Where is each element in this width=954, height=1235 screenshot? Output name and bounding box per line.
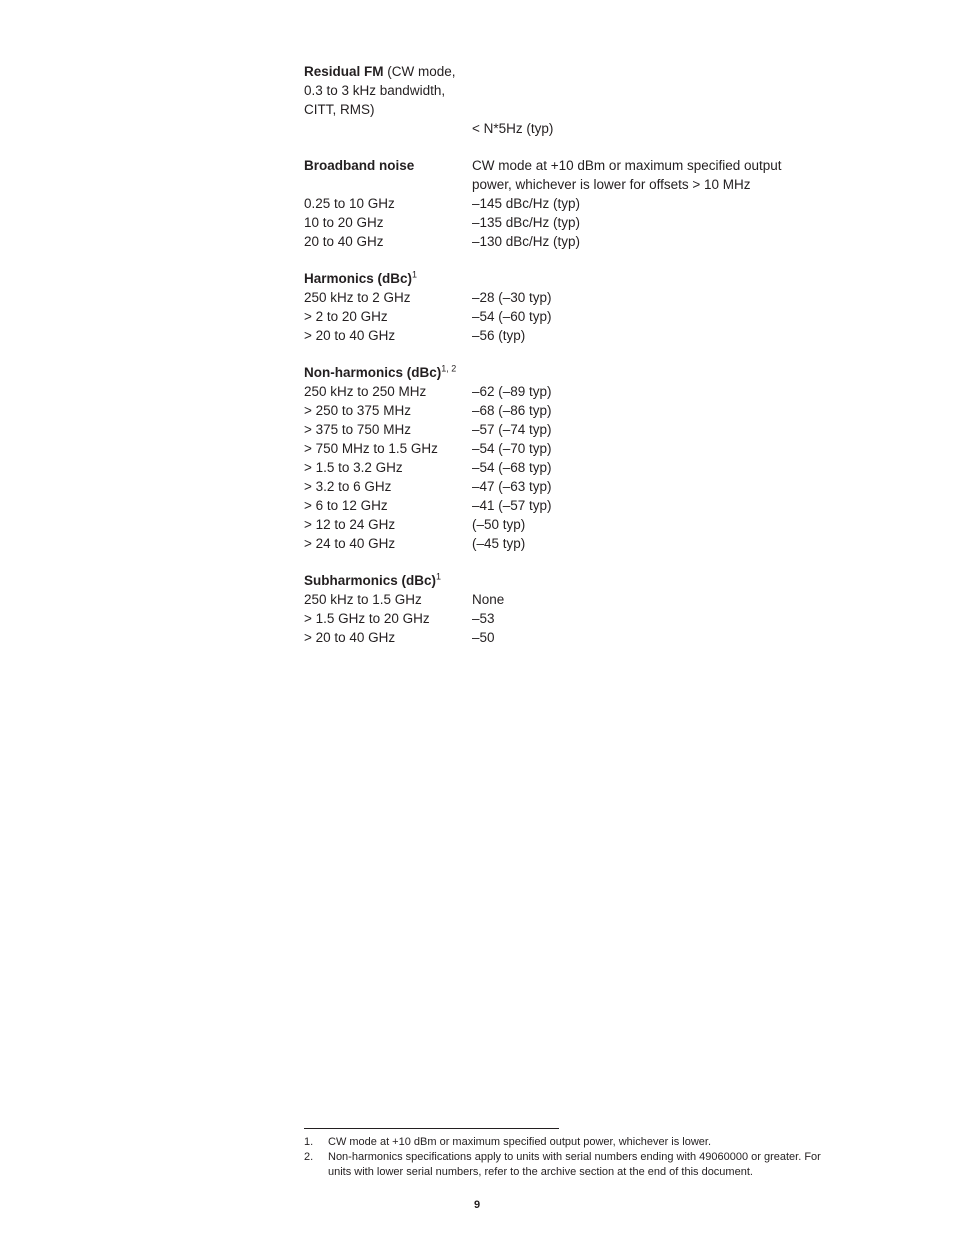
non-harmonics-row: > 3.2 to 6 GHz–47 (–63 typ) (304, 477, 842, 496)
harmonics-title: Harmonics (dBc)1 (304, 269, 472, 288)
non-harmonics-value: –47 (–63 typ) (472, 477, 552, 496)
residual-fm-value-row: < N*5Hz (typ) (304, 119, 842, 138)
non-harmonics-label: > 750 MHz to 1.5 GHz (304, 439, 472, 458)
footnote-rule (304, 1128, 559, 1129)
broadband-title-row: Broadband noise CW mode at +10 dBm or ma… (304, 156, 842, 175)
harmonics-value: –28 (–30 typ) (472, 288, 552, 307)
non-harmonics-value: –54 (–70 typ) (472, 439, 552, 458)
subharmonics-value: –53 (472, 609, 495, 628)
non-harmonics-title-row: Non-harmonics (dBc)1, 2 (304, 363, 842, 382)
non-harmonics-row: > 12 to 24 GHz(–50 typ) (304, 515, 842, 534)
non-harmonics-row: > 375 to 750 MHz–57 (–74 typ) (304, 420, 842, 439)
subharmonics-row: > 1.5 GHz to 20 GHz–53 (304, 609, 842, 628)
subharmonics-label: > 20 to 40 GHz (304, 628, 472, 647)
residual-fm-title-row: Residual FM (CW mode, 0.3 to 3 kHz bandw… (304, 62, 842, 119)
non-harmonics-value: –62 (–89 typ) (472, 382, 552, 401)
broadband-label: 20 to 40 GHz (304, 232, 472, 251)
non-harmonics-label: > 24 to 40 GHz (304, 534, 472, 553)
non-harmonics-value: –68 (–86 typ) (472, 401, 552, 420)
non-harmonics-label: > 375 to 750 MHz (304, 420, 472, 439)
non-harmonics-label: > 6 to 12 GHz (304, 496, 472, 515)
non-harmonics-row: > 6 to 12 GHz–41 (–57 typ) (304, 496, 842, 515)
subharmonics-value: –50 (472, 628, 495, 647)
harmonics-label: > 20 to 40 GHz (304, 326, 472, 345)
broadband-desc-row-2: power, whichever is lower for offsets > … (304, 175, 842, 194)
subharmonics-label: 250 kHz to 1.5 GHz (304, 590, 472, 609)
non-harmonics-value: –41 (–57 typ) (472, 496, 552, 515)
subharmonics-value: None (472, 590, 504, 609)
harmonics-title-row: Harmonics (dBc)1 (304, 269, 842, 288)
residual-fm-title: Residual FM (CW mode, 0.3 to 3 kHz bandw… (304, 62, 472, 119)
footnote-row: 1.CW mode at +10 dBm or maximum specifie… (304, 1135, 844, 1150)
footnote-text: Non-harmonics specifications apply to un… (328, 1150, 844, 1180)
non-harmonics-value: –54 (–68 typ) (472, 458, 552, 477)
non-harmonics-row: > 750 MHz to 1.5 GHz–54 (–70 typ) (304, 439, 842, 458)
residual-fm-value: < N*5Hz (typ) (472, 119, 553, 138)
broadband-row: 0.25 to 10 GHz–145 dBc/Hz (typ) (304, 194, 842, 213)
non-harmonics-label: > 3.2 to 6 GHz (304, 477, 472, 496)
non-harmonics-value: (–50 typ) (472, 515, 525, 534)
footnote-text: CW mode at +10 dBm or maximum specified … (328, 1135, 711, 1150)
non-harmonics-value: –57 (–74 typ) (472, 420, 552, 439)
subharmonics-label: > 1.5 GHz to 20 GHz (304, 609, 472, 628)
harmonics-row: > 2 to 20 GHz–54 (–60 typ) (304, 307, 842, 326)
page-number: 9 (0, 1199, 954, 1211)
harmonics-value: –56 (typ) (472, 326, 525, 345)
non-harmonics-label: > 12 to 24 GHz (304, 515, 472, 534)
footnote-row: 2.Non-harmonics specifications apply to … (304, 1150, 844, 1180)
broadband-row: 10 to 20 GHz–135 dBc/Hz (typ) (304, 213, 842, 232)
non-harmonics-label: > 1.5 to 3.2 GHz (304, 458, 472, 477)
harmonics-row: 250 kHz to 2 GHz–28 (–30 typ) (304, 288, 842, 307)
broadband-desc-2: power, whichever is lower for offsets > … (472, 175, 751, 194)
broadband-value: –135 dBc/Hz (typ) (472, 213, 580, 232)
subharmonics-row: > 20 to 40 GHz–50 (304, 628, 842, 647)
harmonics-row: > 20 to 40 GHz–56 (typ) (304, 326, 842, 345)
footnote-number: 2. (304, 1150, 328, 1180)
broadband-label: 0.25 to 10 GHz (304, 194, 472, 213)
subharmonics-row: 250 kHz to 1.5 GHzNone (304, 590, 842, 609)
footnote-number: 1. (304, 1135, 328, 1150)
non-harmonics-label: > 250 to 375 MHz (304, 401, 472, 420)
non-harmonics-label: 250 kHz to 250 MHz (304, 382, 472, 401)
page-content: Residual FM (CW mode, 0.3 to 3 kHz bandw… (0, 0, 954, 1235)
broadband-value: –145 dBc/Hz (typ) (472, 194, 580, 213)
subharmonics-title: Subharmonics (dBc)1 (304, 571, 472, 590)
broadband-row: 20 to 40 GHz–130 dBc/Hz (typ) (304, 232, 842, 251)
non-harmonics-row: > 24 to 40 GHz(–45 typ) (304, 534, 842, 553)
broadband-title: Broadband noise (304, 156, 472, 175)
footnotes-block: 1.CW mode at +10 dBm or maximum specifie… (304, 1128, 844, 1180)
harmonics-label: 250 kHz to 2 GHz (304, 288, 472, 307)
non-harmonics-row: 250 kHz to 250 MHz–62 (–89 typ) (304, 382, 842, 401)
broadband-label: 10 to 20 GHz (304, 213, 472, 232)
non-harmonics-row: > 250 to 375 MHz–68 (–86 typ) (304, 401, 842, 420)
harmonics-value: –54 (–60 typ) (472, 307, 552, 326)
broadband-value: –130 dBc/Hz (typ) (472, 232, 580, 251)
harmonics-label: > 2 to 20 GHz (304, 307, 472, 326)
non-harmonics-value: (–45 typ) (472, 534, 525, 553)
non-harmonics-title: Non-harmonics (dBc)1, 2 (304, 363, 472, 382)
non-harmonics-row: > 1.5 to 3.2 GHz–54 (–68 typ) (304, 458, 842, 477)
subharmonics-title-row: Subharmonics (dBc)1 (304, 571, 842, 590)
broadband-desc-1: CW mode at +10 dBm or maximum specified … (472, 156, 782, 175)
